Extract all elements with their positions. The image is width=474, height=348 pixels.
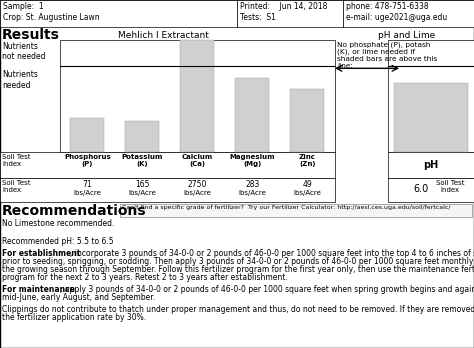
Text: For maintenance: For maintenance [2, 285, 75, 294]
Text: Phosphorus
(P): Phosphorus (P) [64, 154, 111, 167]
Text: , incorporate 3 pounds of 34-0-0 or 2 pounds of 46-0-0 per 1000 square feet into: , incorporate 3 pounds of 34-0-0 or 2 po… [70, 249, 474, 258]
Bar [394, 82, 468, 152]
Text: No phosphate (P), potash
(K), or lime needed if
shaded bars are above this
line:: No phosphate (P), potash (K), or lime ne… [337, 41, 437, 69]
Text: 49: 49 [302, 180, 312, 189]
Text: Nutrients
needed: Nutrients needed [2, 70, 38, 90]
Text: lbs/Acre: lbs/Acre [128, 190, 156, 196]
Text: Potassium
(K): Potassium (K) [122, 154, 163, 167]
Bar [0, 0, 237, 27]
Text: the fertilizer application rate by 30%.: the fertilizer application rate by 30%. [2, 313, 146, 322]
Text: Soil Test
Index: Soil Test Index [2, 180, 30, 193]
Text: Recommendations: Recommendations [2, 204, 146, 218]
Text: Soil Test
Index: Soil Test Index [436, 180, 464, 193]
Text: Clippings do not contribute to thatch under proper management and thus, do not n: Clippings do not contribute to thatch un… [2, 305, 474, 314]
Text: 6.0: 6.0 [413, 184, 428, 194]
Bar [181, 40, 215, 152]
Bar [388, 178, 474, 202]
Text: lbs/Acre: lbs/Acre [73, 190, 101, 196]
Text: program for the next 2 to 3 years. Retest 2 to 3 years after establishment.: program for the next 2 to 3 years. Retes… [2, 273, 288, 282]
Bar [126, 121, 159, 152]
Text: Nutrients
not needed: Nutrients not needed [2, 42, 46, 61]
Bar [71, 118, 104, 152]
Text: Magnesium
(Mg): Magnesium (Mg) [230, 154, 275, 167]
Text: No Limestone recommended.: No Limestone recommended. [2, 219, 114, 228]
Text: lbs/Acre: lbs/Acre [183, 190, 211, 196]
Text: prior to seeding, sprigging, or sodding. Then apply 3 pounds of 34-0-0 or 2 poun: prior to seeding, sprigging, or sodding.… [2, 257, 474, 266]
Text: For establishment: For establishment [2, 249, 81, 258]
Text: mid-June, early August, and September.: mid-June, early August, and September. [2, 293, 155, 302]
Text: Sample:  1: Sample: 1 [3, 2, 44, 11]
Bar [236, 78, 270, 152]
Text: , apply 3 pounds of 34-0-0 or 2 pounds of 46-0-0 per 1000 square feet when sprin: , apply 3 pounds of 34-0-0 or 2 pounds o… [60, 285, 474, 294]
Text: Zinc
(Zn): Zinc (Zn) [299, 154, 316, 167]
Text: Printed:    Jun 14, 2018: Printed: Jun 14, 2018 [240, 2, 328, 11]
Text: 165: 165 [135, 180, 150, 189]
Text: 283: 283 [246, 180, 260, 189]
Text: 71: 71 [82, 180, 92, 189]
Text: pH and Lime: pH and Lime [378, 31, 435, 40]
Bar [291, 89, 325, 152]
Bar [237, 0, 343, 27]
Bar [60, 40, 335, 152]
Text: Results: Results [2, 28, 60, 42]
Text: 2750: 2750 [188, 180, 207, 189]
Bar [0, 178, 335, 202]
Text: Crop: St. Augustine Lawn: Crop: St. Augustine Lawn [3, 13, 100, 22]
Bar [388, 40, 474, 152]
Bar [120, 204, 472, 217]
Text: e-mail: uge2021@uga.edu: e-mail: uge2021@uga.edu [346, 13, 447, 22]
Text: Calcium
(Ca): Calcium (Ca) [182, 154, 213, 167]
Text: lbs/Acre: lbs/Acre [293, 190, 321, 196]
Text: Mehlich I Extractant: Mehlich I Extractant [118, 31, 209, 40]
Text: the growing season through September. Follow this fertilizer program for the fir: the growing season through September. Fo… [2, 265, 474, 274]
Bar [0, 152, 335, 178]
Text: lbs/Acre: lbs/Acre [238, 190, 266, 196]
Text: Tests:  S1: Tests: S1 [240, 13, 276, 22]
Text: Recommended pH: 5.5 to 6.5: Recommended pH: 5.5 to 6.5 [2, 237, 114, 246]
Bar [343, 0, 474, 27]
Text: phone: 478-751-6338: phone: 478-751-6338 [346, 2, 428, 11]
Text: pH: pH [423, 160, 438, 170]
Text: Can't find a specific grade of fertilizer?  Try our Fertilizer Calculator: http:: Can't find a specific grade of fertilize… [122, 205, 450, 210]
Bar [388, 152, 474, 178]
Text: Soil Test
Index: Soil Test Index [2, 154, 30, 167]
